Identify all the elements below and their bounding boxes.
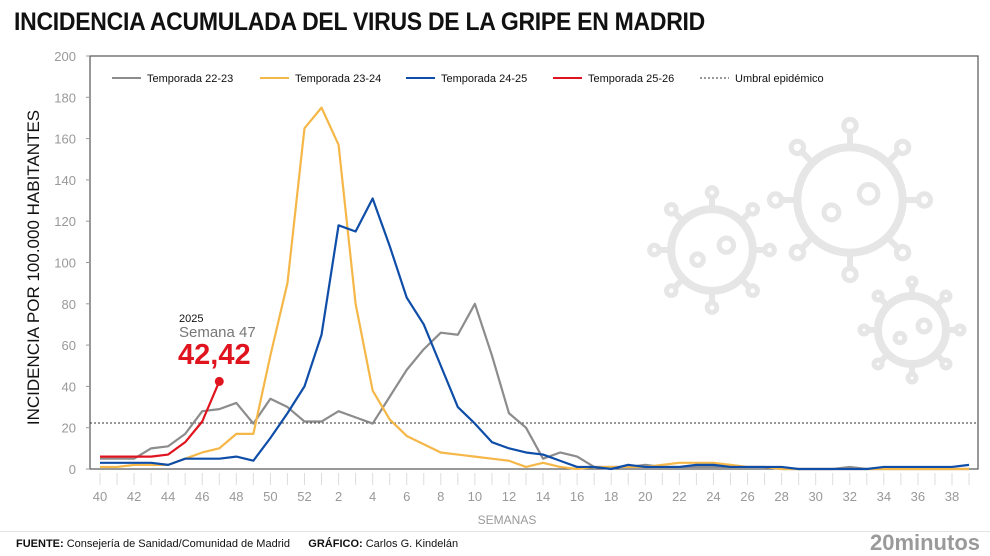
virus-watermark-tip <box>857 323 871 337</box>
legend-label: Temporada 23-24 <box>295 73 381 85</box>
graphic-author: Carlos G. Kindelán <box>365 538 459 550</box>
virus-watermark-tip <box>841 116 859 135</box>
y-tick-label: 140 <box>54 173 76 188</box>
y-tick-label: 200 <box>54 49 76 64</box>
x-tick-label: 8 <box>437 489 444 504</box>
series-line-temporada-25-26 <box>100 380 221 458</box>
virus-watermark-tip <box>905 371 919 385</box>
annotation-week: Semana 47 <box>179 324 256 341</box>
virus-watermark-tip <box>841 265 859 284</box>
latest-point-marker <box>214 376 224 386</box>
x-axis-label: SEMANAS <box>478 513 537 527</box>
virus-watermark-icon <box>874 292 950 368</box>
x-tick-label: 32 <box>843 489 857 504</box>
legend-label: Temporada 25-26 <box>588 73 674 85</box>
virus-watermark-dot <box>689 251 706 268</box>
series-line-temporada-24-25 <box>100 197 970 471</box>
virus-watermark-dot <box>915 317 933 335</box>
y-tick-label: 40 <box>62 379 76 394</box>
virus-watermark-icon <box>793 143 907 257</box>
virus-watermark-tip <box>915 191 934 209</box>
x-tick-label: 16 <box>570 489 584 504</box>
virus-watermark-tip <box>663 201 679 217</box>
y-tick-label: 160 <box>54 132 76 147</box>
y-tick-label: 80 <box>62 297 76 312</box>
footer-divider <box>0 531 990 532</box>
x-tick-label: 6 <box>403 489 410 504</box>
x-tick-label: 36 <box>911 489 925 504</box>
y-tick-label: 120 <box>54 214 76 229</box>
virus-watermark-tip <box>647 242 662 258</box>
y-tick-label: 60 <box>62 338 76 353</box>
x-tick-label: 52 <box>297 489 311 504</box>
chart-title: INCIDENCIA ACUMULADA DEL VIRUS DE LA GRI… <box>14 8 706 36</box>
virus-watermark-dot <box>892 330 908 346</box>
y-tick-label: 0 <box>69 462 76 477</box>
virus-watermark-tip <box>939 357 953 371</box>
virus-watermark-dot <box>821 202 842 223</box>
x-tick-label: 28 <box>774 489 788 504</box>
virus-watermark-tip <box>704 185 720 200</box>
annotation-year: 2025 <box>179 313 203 325</box>
y-tick-label: 180 <box>54 90 76 105</box>
virus-watermark-tip <box>893 138 912 157</box>
virus-watermark-tip <box>766 191 785 209</box>
graphic-label: GRÁFICO: <box>308 538 363 550</box>
virus-watermark-tip <box>871 289 885 303</box>
virus-watermark-tip <box>893 243 912 262</box>
x-tick-label: 34 <box>877 489 891 504</box>
legend-label: Umbral epidémico <box>735 73 824 85</box>
x-tick-label: 30 <box>808 489 822 504</box>
virus-watermark-tip <box>745 201 761 217</box>
x-tick-label: 18 <box>604 489 618 504</box>
x-tick-label: 20 <box>638 489 652 504</box>
x-tick-label: 50 <box>263 489 277 504</box>
line-chart: 0 20 40 60 80 100 120 140 160 180 200 INCIDENCIA PO… <box>24 49 979 527</box>
series-line-temporada-23-24 <box>100 106 970 471</box>
virus-watermark-dot <box>856 182 881 206</box>
legend-label: Temporada 24-25 <box>441 73 527 85</box>
virus-watermark-tip <box>788 243 807 262</box>
x-tick-label: 14 <box>536 489 550 504</box>
virus-watermark-tip <box>905 275 919 289</box>
virus-watermark-tip <box>762 242 777 258</box>
x-tick-label: 46 <box>195 489 209 504</box>
virus-watermark-tip <box>745 283 761 299</box>
virus-watermark-tip <box>953 323 967 337</box>
y-axis-label: INCIDENCIA POR 100.000 HABITANTES <box>24 110 43 425</box>
annotation-value: 42,42 <box>178 339 251 371</box>
brand-logo: 20minutos <box>869 530 980 555</box>
x-tick-label: 4 <box>369 489 376 504</box>
y-tick-label: 100 <box>54 256 76 271</box>
x-tick-label: 42 <box>127 489 141 504</box>
x-tick-label: 26 <box>740 489 754 504</box>
virus-watermark-tip <box>788 138 807 157</box>
virus-watermark-tip <box>704 300 720 315</box>
source-text: Consejería de Sanidad/Comunidad de Madri… <box>66 538 290 550</box>
x-tick-label: 22 <box>672 489 686 504</box>
virus-watermark-dot <box>716 235 737 255</box>
x-tick-label: 40 <box>93 489 107 504</box>
x-tick-label: 12 <box>502 489 516 504</box>
x-tick-label: 38 <box>945 489 959 504</box>
y-tick-label: 20 <box>62 421 76 436</box>
virus-watermark-tip <box>939 289 953 303</box>
legend-label: Temporada 22-23 <box>147 73 233 85</box>
x-tick-label: 24 <box>706 489 720 504</box>
x-tick-label: 10 <box>468 489 482 504</box>
footer: FUENTE: Consejería de Sanidad/Comunidad … <box>16 538 458 550</box>
x-tick-label: 2 <box>335 489 342 504</box>
x-tick-label: 48 <box>229 489 243 504</box>
virus-watermark-tip <box>663 283 679 299</box>
virus-watermark-icon <box>667 205 757 295</box>
virus-watermark-tip <box>871 357 885 371</box>
source-label: FUENTE: <box>16 538 64 550</box>
x-tick-label: 44 <box>161 489 175 504</box>
